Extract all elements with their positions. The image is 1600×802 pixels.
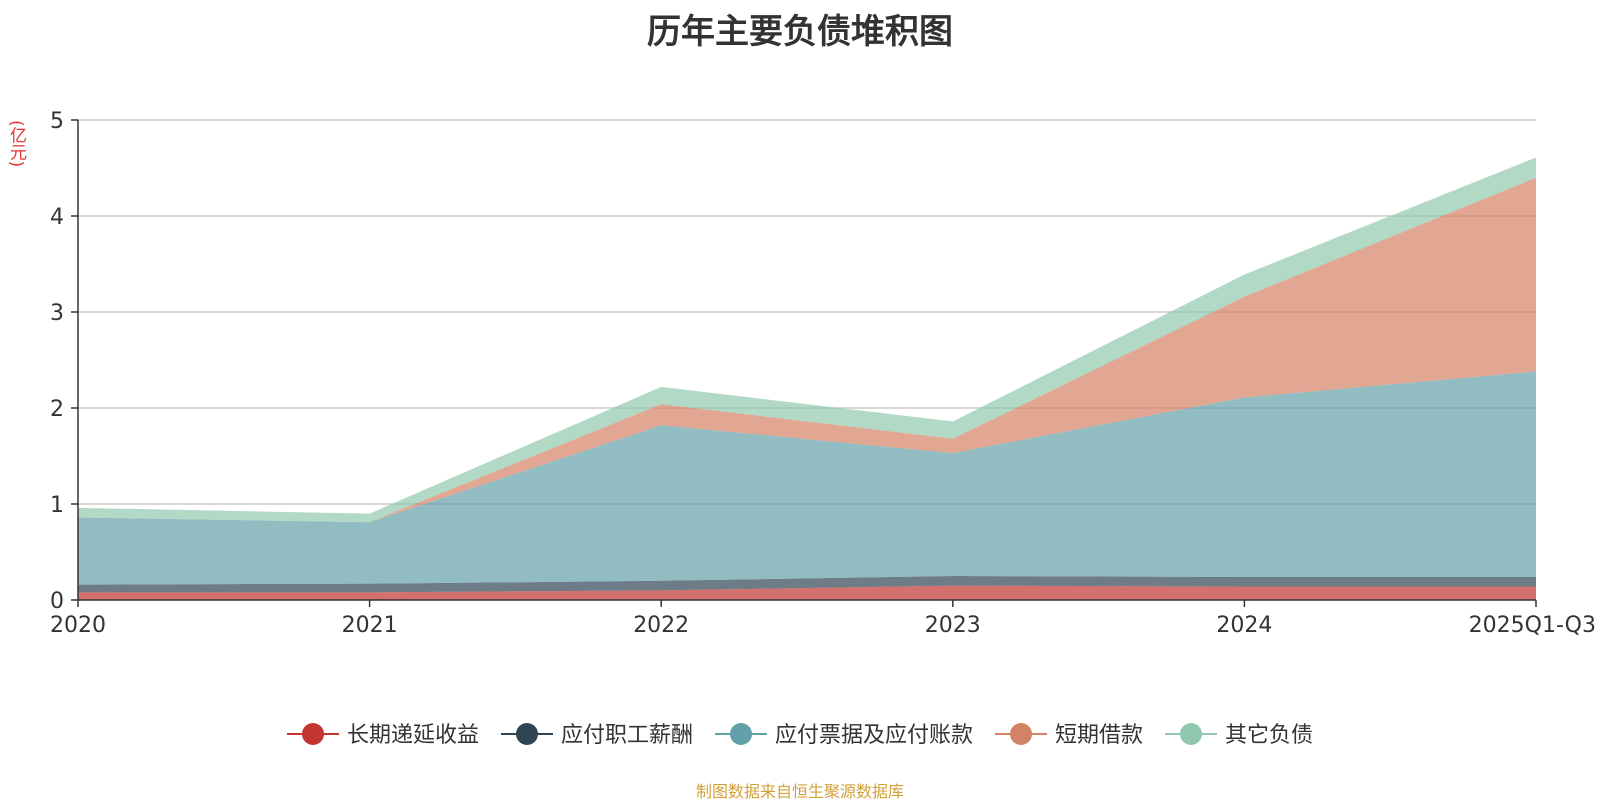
y-tick-label: 0 bbox=[50, 589, 64, 614]
area-series bbox=[78, 157, 1536, 600]
legend-item-3[interactable]: 短期借款 bbox=[995, 723, 1143, 748]
area-series-3 bbox=[78, 177, 1536, 523]
y-axis-unit-label: (亿元) bbox=[6, 120, 26, 168]
legend-item-0[interactable]: 长期递延收益 bbox=[287, 723, 479, 748]
area-series-0 bbox=[78, 585, 1536, 600]
legend-label: 应付票据及应付账款 bbox=[775, 723, 973, 748]
chart-title: 历年主要负债堆积图 bbox=[647, 12, 953, 52]
legend-label: 其它负债 bbox=[1225, 723, 1313, 748]
legend-item-4[interactable]: 其它负债 bbox=[1165, 723, 1313, 748]
y-tick-label: 3 bbox=[50, 301, 64, 326]
axes: 0 1 2 3 4 5 2020 2021 2022 2023 2024 2025Q1-Q3 bbox=[50, 109, 1596, 638]
legend-circle-icon bbox=[302, 723, 324, 745]
y-tick-label: 1 bbox=[50, 493, 64, 518]
legend-label: 应付职工薪酬 bbox=[561, 723, 693, 748]
y-tick-label: 2 bbox=[50, 397, 64, 422]
legend-circle-icon bbox=[1180, 723, 1202, 745]
legend-item-1[interactable]: 应付职工薪酬 bbox=[501, 723, 693, 748]
x-tick-label: 2025Q1-Q3 bbox=[1469, 613, 1596, 638]
x-tick-label: 2023 bbox=[925, 613, 981, 638]
area-series-1 bbox=[78, 576, 1536, 593]
x-tick-label: 2020 bbox=[50, 613, 106, 638]
legend-label: 短期借款 bbox=[1055, 723, 1143, 748]
legend[interactable]: 长期递延收益 应付职工薪酬 应付票据及应付账款 短期借款 其它负债 bbox=[287, 723, 1313, 748]
area-series-2 bbox=[78, 371, 1536, 585]
legend-label: 长期递延收益 bbox=[347, 723, 479, 748]
x-tick-label: 2024 bbox=[1216, 613, 1272, 638]
x-tick-label: 2022 bbox=[633, 613, 689, 638]
legend-circle-icon bbox=[516, 723, 538, 745]
legend-item-2[interactable]: 应付票据及应付账款 bbox=[715, 723, 973, 748]
y-tick-label: 4 bbox=[50, 205, 64, 230]
y-tick-label: 5 bbox=[50, 109, 64, 134]
x-tick-label: 2021 bbox=[342, 613, 398, 638]
source-note: 制图数据来自恒生聚源数据库 bbox=[695, 782, 904, 801]
legend-circle-icon bbox=[730, 723, 752, 745]
legend-circle-icon bbox=[1010, 723, 1032, 745]
